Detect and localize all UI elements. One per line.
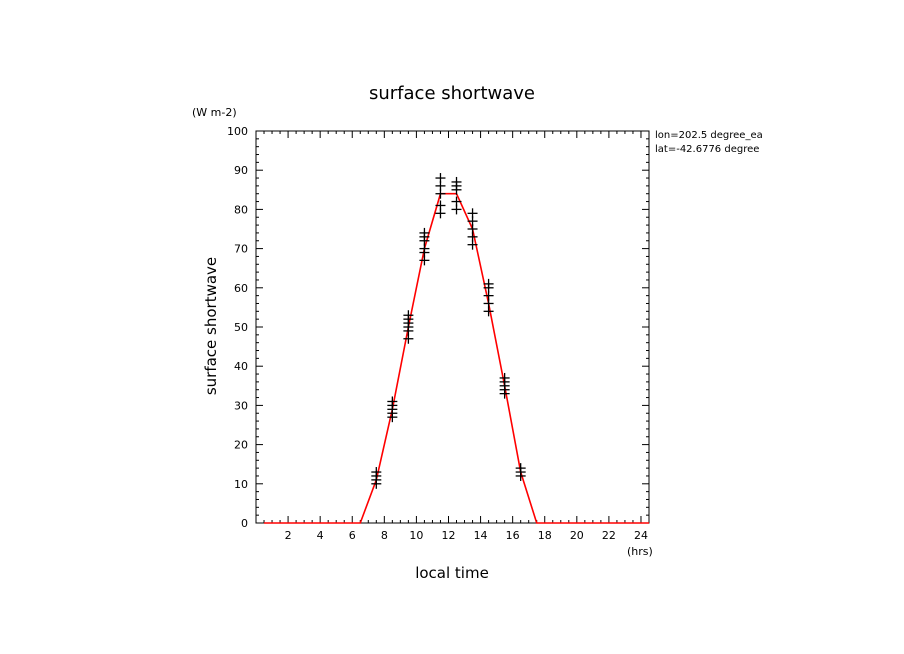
plus-marker: [515, 463, 526, 474]
data-markers: [371, 173, 526, 489]
y-tick-label: 80: [234, 203, 248, 216]
x-tick-label: 2: [285, 529, 292, 542]
x-tick-label: 12: [441, 529, 455, 542]
plus-marker: [499, 372, 510, 383]
x-tick-label: 6: [349, 529, 356, 542]
y-tick-label: 50: [234, 321, 248, 334]
series-polyline: [264, 192, 649, 524]
plus-marker: [483, 278, 494, 289]
chart-title: surface shortwave: [369, 83, 535, 104]
x-tick-label: 18: [538, 529, 552, 542]
x-tick-label: 20: [570, 529, 584, 542]
plus-marker: [451, 196, 462, 207]
plus-marker: [387, 396, 398, 407]
annotation-lon: lon=202.5 degree_ea: [655, 130, 763, 141]
tick-labels: 2 4 6 8 10 12 14 16 18 20 22 2401020304050607080901…: [227, 125, 648, 542]
y-tick-label: 60: [234, 282, 248, 295]
y-tick-label: 90: [234, 164, 248, 177]
x-tick-label: 14: [474, 529, 488, 542]
y-axis-unit: (W m-2): [192, 106, 237, 119]
x-tick-label: 4: [317, 529, 324, 542]
axis-ticks: [256, 130, 649, 524]
plus-marker: [451, 176, 462, 187]
y-tick-label: 70: [234, 243, 248, 256]
plus-marker: [371, 467, 382, 478]
x-tick-label: 16: [506, 529, 520, 542]
plus-marker: [435, 173, 446, 184]
y-tick-label: 40: [234, 360, 248, 373]
series-line: [264, 192, 649, 524]
x-tick-label: 24: [634, 529, 648, 542]
y-tick-label: 30: [234, 399, 248, 412]
plus-marker: [403, 310, 414, 321]
x-axis-label: local time: [415, 564, 489, 582]
y-tick-label: 20: [234, 439, 248, 452]
x-axis-unit: (hrs): [627, 545, 653, 558]
y-axis-label: surface shortwave: [202, 257, 220, 395]
plus-marker: [435, 200, 446, 211]
y-tick-label: 0: [241, 517, 248, 530]
x-tick-label: 22: [602, 529, 616, 542]
y-tick-label: 10: [234, 478, 248, 491]
annotation-lat: lat=-42.6776 degree: [655, 144, 759, 155]
plus-marker: [419, 227, 430, 238]
x-tick-label: 8: [381, 529, 388, 542]
plus-marker: [467, 208, 478, 219]
x-tick-label: 10: [409, 529, 423, 542]
y-tick-label: 100: [227, 125, 248, 138]
